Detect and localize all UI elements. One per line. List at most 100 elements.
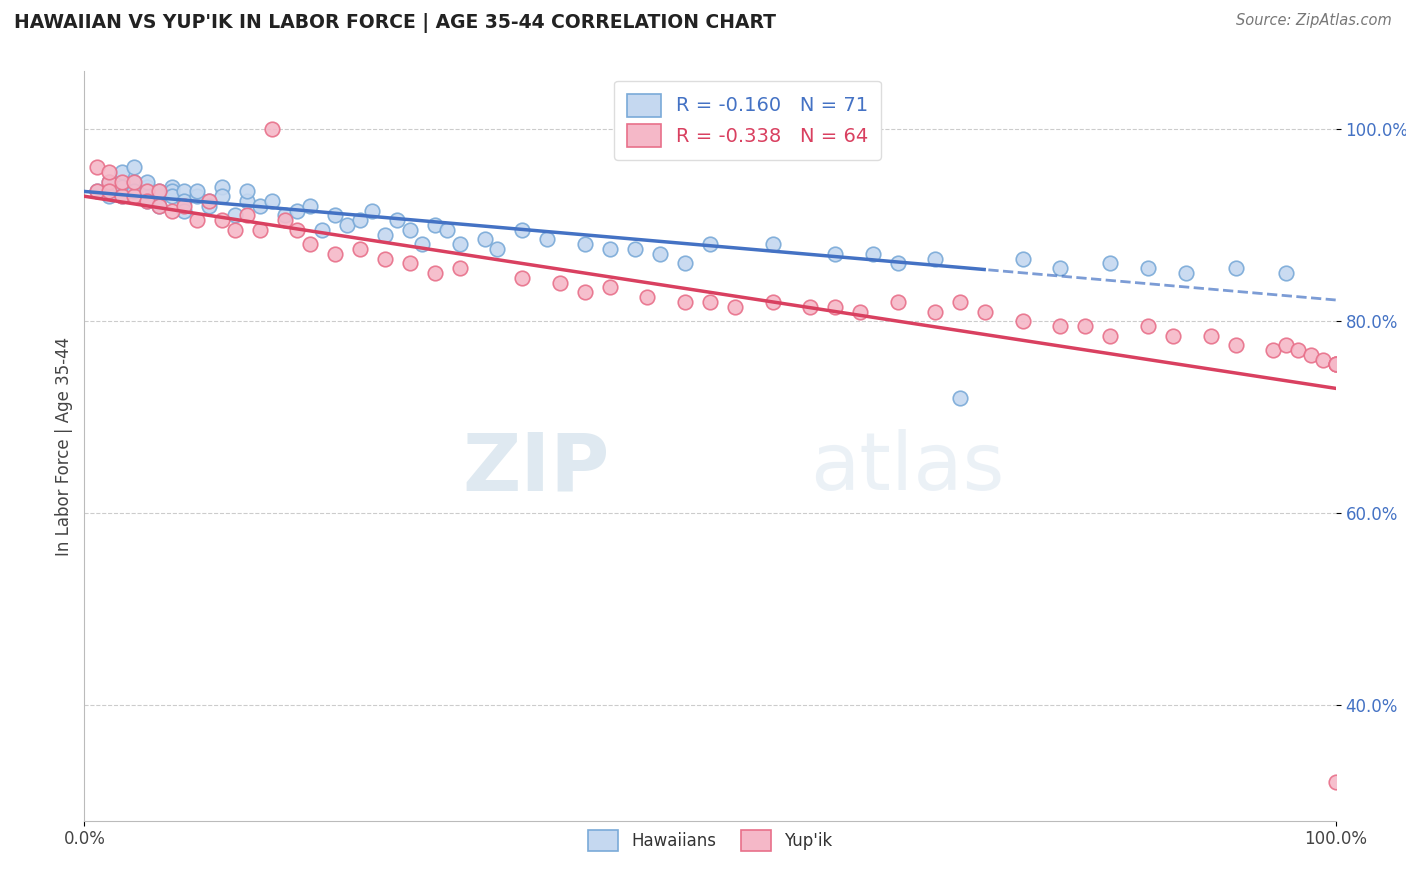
Point <box>1274 266 1296 280</box>
Point <box>86 161 108 175</box>
Point <box>160 203 183 218</box>
Point <box>949 294 972 309</box>
Point <box>862 247 884 261</box>
Point <box>160 185 183 199</box>
Point <box>186 185 208 199</box>
Point <box>136 194 159 208</box>
Point <box>211 189 233 203</box>
Point <box>173 203 195 218</box>
Point <box>148 199 170 213</box>
Point <box>1199 328 1222 343</box>
Point <box>349 213 371 227</box>
Point <box>86 185 108 199</box>
Point <box>111 165 134 179</box>
Text: HAWAIIAN VS YUP'IK IN LABOR FORCE | AGE 35-44 CORRELATION CHART: HAWAIIAN VS YUP'IK IN LABOR FORCE | AGE … <box>14 13 776 33</box>
Point <box>273 209 295 223</box>
Point <box>849 304 872 318</box>
Point <box>449 237 471 252</box>
Point <box>724 300 747 314</box>
Point <box>799 300 821 314</box>
Point <box>1049 261 1071 276</box>
Point <box>211 179 233 194</box>
Point <box>762 294 785 309</box>
Point <box>673 256 696 270</box>
Point <box>323 247 346 261</box>
Point <box>1136 261 1159 276</box>
Point <box>673 294 696 309</box>
Point <box>336 218 359 232</box>
Point <box>298 199 321 213</box>
Point <box>548 276 571 290</box>
Point <box>374 227 396 242</box>
Point <box>111 175 134 189</box>
Point <box>374 252 396 266</box>
Point <box>160 179 183 194</box>
Point <box>148 199 170 213</box>
Point <box>136 194 159 208</box>
Point <box>887 256 910 270</box>
Point <box>1299 348 1322 362</box>
Point <box>224 223 246 237</box>
Point <box>124 175 146 189</box>
Point <box>98 175 121 189</box>
Point <box>186 189 208 203</box>
Point <box>512 223 534 237</box>
Point <box>111 179 134 194</box>
Point <box>1099 256 1122 270</box>
Legend: Hawaiians, Yup'ik: Hawaiians, Yup'ik <box>581 823 839 857</box>
Point <box>236 185 259 199</box>
Point <box>273 213 295 227</box>
Point <box>762 237 785 252</box>
Point <box>648 247 671 261</box>
Point <box>236 209 259 223</box>
Point <box>599 242 621 256</box>
Point <box>449 261 471 276</box>
Point <box>298 237 321 252</box>
Point <box>98 189 121 203</box>
Point <box>486 242 509 256</box>
Point <box>173 185 195 199</box>
Point <box>1324 775 1347 789</box>
Point <box>536 232 558 246</box>
Point <box>148 185 170 199</box>
Point <box>1324 357 1347 371</box>
Point <box>136 175 159 189</box>
Point <box>136 185 159 199</box>
Point <box>1225 338 1247 352</box>
Point <box>98 185 121 199</box>
Point <box>160 189 183 203</box>
Text: Source: ZipAtlas.com: Source: ZipAtlas.com <box>1236 13 1392 29</box>
Point <box>411 237 433 252</box>
Point <box>1286 343 1309 357</box>
Point <box>512 271 534 285</box>
Point <box>624 242 647 256</box>
Point <box>1324 357 1347 371</box>
Point <box>111 189 134 203</box>
Point <box>98 175 121 189</box>
Point <box>1174 266 1197 280</box>
Point <box>637 290 659 304</box>
Point <box>198 194 221 208</box>
Point <box>398 223 420 237</box>
Point <box>262 194 284 208</box>
Point <box>574 237 596 252</box>
Point <box>1274 338 1296 352</box>
Point <box>887 294 910 309</box>
Point <box>198 194 221 208</box>
Point <box>1225 261 1247 276</box>
Point <box>974 304 997 318</box>
Point <box>136 185 159 199</box>
Point <box>285 203 308 218</box>
Point <box>599 280 621 294</box>
Point <box>1324 357 1347 371</box>
Point <box>574 285 596 300</box>
Point <box>1136 318 1159 333</box>
Point <box>124 175 146 189</box>
Point <box>124 189 146 203</box>
Point <box>198 199 221 213</box>
Point <box>1099 328 1122 343</box>
Point <box>211 213 233 227</box>
Point <box>385 213 409 227</box>
Point <box>285 223 308 237</box>
Point <box>949 391 972 405</box>
